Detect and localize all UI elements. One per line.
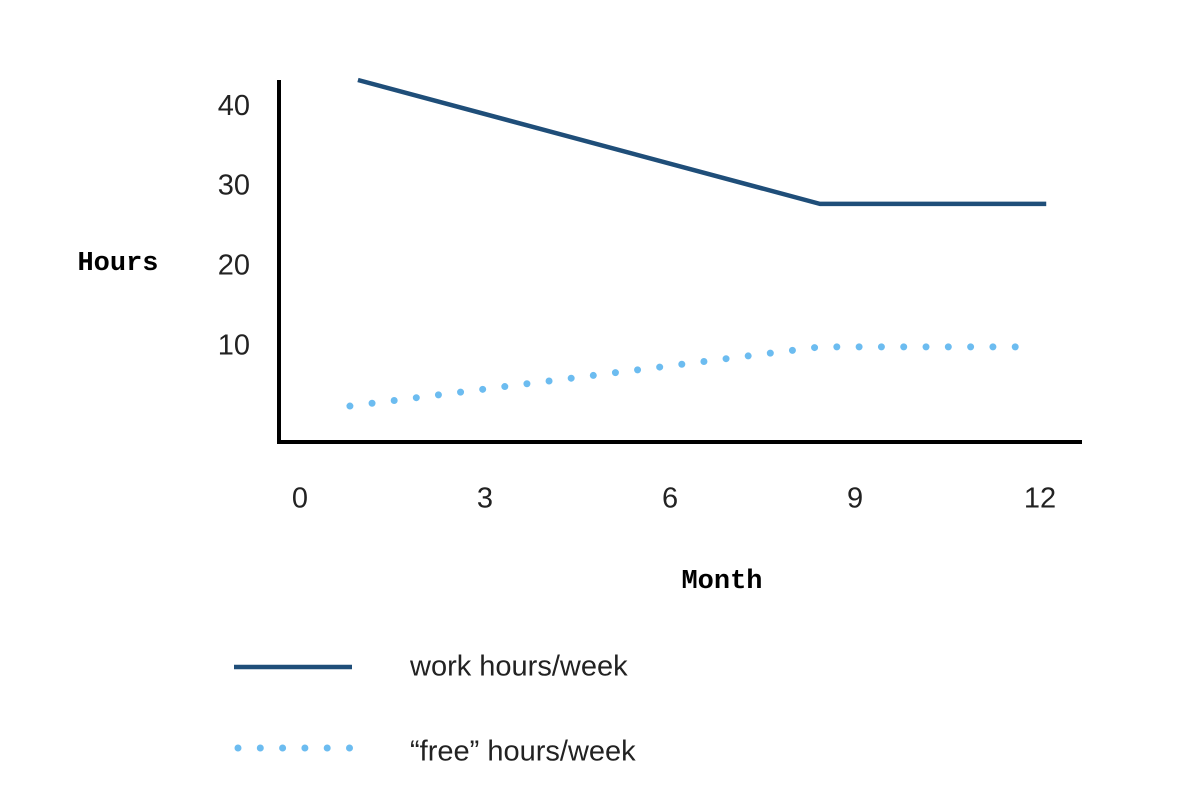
series-line <box>346 343 1032 410</box>
x-tick-label: 0 <box>292 483 308 515</box>
y-tick-label: 20 <box>218 250 250 282</box>
series-line <box>357 77 1047 207</box>
y-tick-label: 30 <box>218 170 250 202</box>
x-tick-label: 9 <box>847 483 863 515</box>
legend-label: work hours/week <box>409 651 628 683</box>
y-tick-label: 40 <box>218 90 250 122</box>
x-tick-label: 12 <box>1024 483 1056 515</box>
x-axis-title: Month <box>681 567 762 597</box>
x-tick-label: 3 <box>477 483 493 515</box>
x-tick-label: 6 <box>662 483 678 515</box>
y-axis-title: Hours <box>77 249 158 279</box>
legend-label: “free” hours/week <box>410 736 636 768</box>
y-tick-label: 10 <box>218 330 250 362</box>
